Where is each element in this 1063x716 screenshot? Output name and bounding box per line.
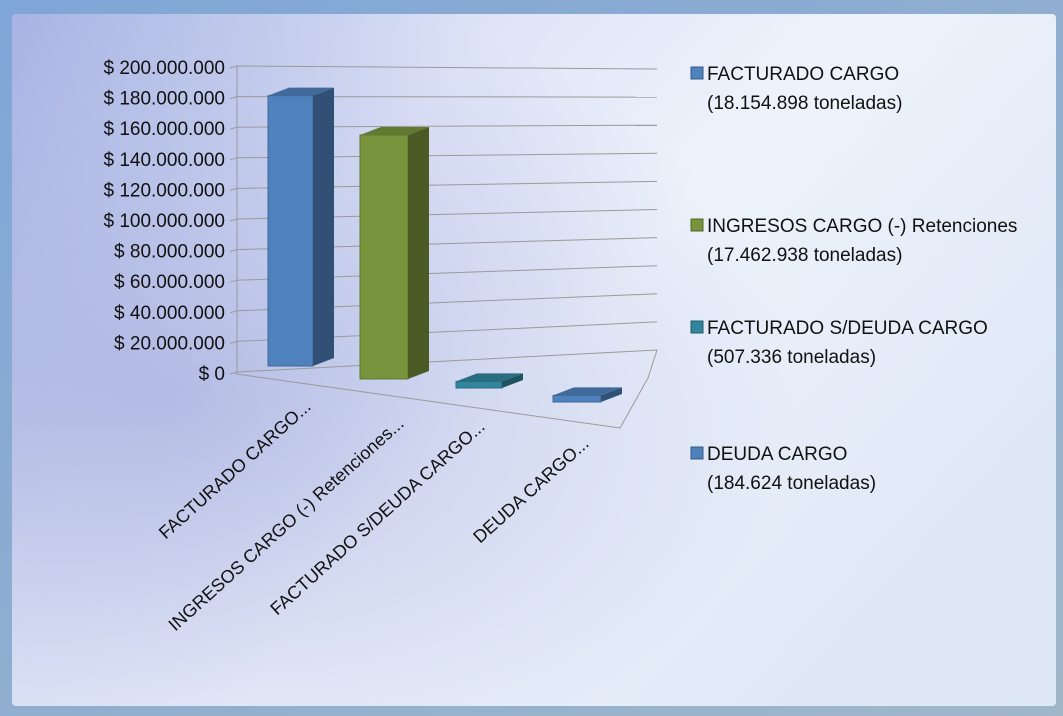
y-tick-label: $ 180.000.000 xyxy=(103,89,225,110)
bar xyxy=(267,87,334,367)
bar xyxy=(552,387,622,403)
y-tick-mark xyxy=(229,187,238,191)
y-tick-label: $ 140.000.000 xyxy=(103,150,225,171)
bar xyxy=(359,126,429,380)
legend-sublabel: (18.154.898 toneladas) xyxy=(707,93,902,114)
y-tick-mark xyxy=(229,218,238,222)
y-tick-mark xyxy=(229,126,238,130)
bar-side xyxy=(408,126,429,380)
floor-outline xyxy=(235,349,658,429)
bar-side xyxy=(601,387,622,402)
chart-background-shade xyxy=(12,14,1056,706)
y-tick-mark xyxy=(229,279,238,283)
legend-swatch xyxy=(690,66,704,80)
legend-label: DEUDA CARGO xyxy=(707,444,847,465)
bar-front xyxy=(359,134,409,380)
legend-label: FACTURADO CARGO xyxy=(707,64,899,85)
legend-sublabel: (17.462.938 toneladas) xyxy=(707,245,902,266)
y-tick-mark xyxy=(229,249,238,253)
y-tick-label: $ 20.000.000 xyxy=(114,333,225,354)
y-tick-mark xyxy=(229,310,238,314)
y-axis: $ 0 $ 20.000.000 $ 40.000.000 $ 60.000.000 $… xyxy=(103,58,238,385)
y-tick-mark xyxy=(229,371,238,375)
bar-front xyxy=(455,380,503,389)
y-tick-mark xyxy=(229,157,238,161)
legend: FACTURADO CARGO (18.154.898 toneladas) ING… xyxy=(690,64,1017,494)
legend-swatch xyxy=(690,320,704,334)
bar-top xyxy=(456,373,523,382)
bar-top xyxy=(553,387,622,396)
y-tick-label: $ 120.000.000 xyxy=(103,180,225,201)
y-tick-mark xyxy=(229,65,238,69)
y-tick-label: $ 40.000.000 xyxy=(114,303,225,324)
y-tick-label: $ 200.000.000 xyxy=(103,58,225,79)
y-tick-mark xyxy=(229,96,238,100)
legend-label: FACTURADO S/DEUDA CARGO xyxy=(707,318,988,339)
bar xyxy=(455,373,523,389)
bar-front xyxy=(552,394,602,403)
legend-swatch xyxy=(690,218,704,232)
y-tick-mark xyxy=(229,340,238,344)
bars xyxy=(267,87,622,403)
legend-swatch xyxy=(690,446,704,460)
bar-top xyxy=(268,87,334,96)
bar-front xyxy=(267,95,314,367)
y-tick-label: $ 160.000.000 xyxy=(103,119,225,140)
legend-sublabel: (184.624 toneladas) xyxy=(707,473,876,494)
bar-side xyxy=(313,87,334,366)
legend-label: INGRESOS CARGO (-) Retenciones xyxy=(707,216,1017,237)
legend-sublabel: (507.336 toneladas) xyxy=(707,347,876,368)
y-tick-label: $ 80.000.000 xyxy=(114,242,225,263)
y-tick-label: $ 100.000.000 xyxy=(103,211,225,232)
y-tick-label: $ 0 xyxy=(199,364,225,385)
bar-side xyxy=(502,373,523,388)
bar-top xyxy=(360,126,429,135)
gridline xyxy=(236,65,658,70)
y-tick-label: $ 60.000.000 xyxy=(114,272,225,293)
